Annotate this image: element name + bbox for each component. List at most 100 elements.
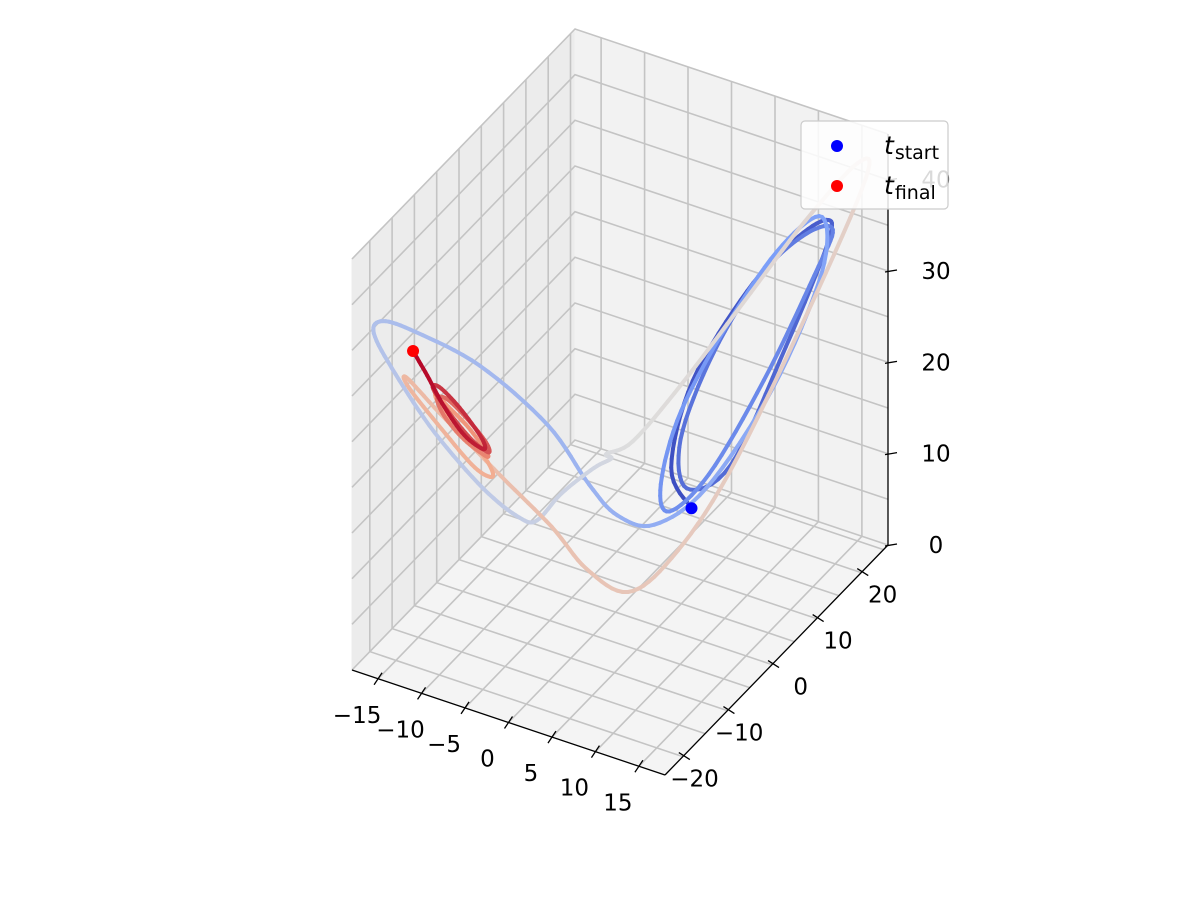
trajectory-segment: [717, 322, 730, 337]
x-tick-15: [634, 759, 644, 773]
trajectory-segment: [703, 499, 715, 516]
trajectory-segment: [712, 465, 725, 481]
grid-z-15: [351, 302, 889, 534]
legend-marker-start: [831, 140, 843, 152]
trajectory-segment: [696, 372, 706, 389]
grid-z-35: [351, 119, 889, 351]
x-tick-5: [547, 730, 557, 744]
trajectory-segment: [696, 361, 707, 378]
z-tick-label: 20: [921, 350, 950, 376]
trajectory-segment: [687, 395, 696, 412]
legend: tstart tfinal: [800, 120, 949, 210]
x-tick--15: [373, 672, 383, 686]
trajectory-segment: [770, 359, 782, 380]
trajectory-segment: [840, 216, 852, 238]
trajectory-segment: [796, 300, 807, 320]
trajectory-segment: [784, 330, 795, 349]
trajectory-segment: [789, 308, 800, 327]
trajectory-endpoints: [407, 344, 698, 515]
trajectory-segment: [782, 322, 794, 342]
trajectory-segment: [745, 415, 760, 440]
y-tick-20: [856, 568, 869, 577]
trajectory-segment: [816, 271, 824, 287]
y-tick-label: −20: [670, 767, 719, 793]
y-tick-label: 10: [823, 629, 852, 655]
trajectory-segment: [719, 441, 731, 458]
z-tick-label: 0: [929, 533, 944, 559]
trajectory-segment: [755, 378, 766, 395]
trajectory-segment: [729, 440, 743, 458]
x-tick-label: 10: [560, 776, 589, 802]
trajectory-segment: [766, 371, 781, 398]
z-tick-10: [884, 452, 898, 456]
trajectory-segment: [802, 283, 812, 300]
trajectory-segment: [724, 308, 736, 324]
trajectory-segment: [726, 454, 740, 476]
trajectory-segment: [726, 429, 738, 446]
trajectory-segment: [718, 471, 731, 491]
x-tick-label: −5: [427, 732, 461, 758]
trajectory-segment: [725, 311, 738, 326]
trajectory-segment: [696, 511, 708, 526]
x-tick--5: [460, 701, 470, 715]
trajectory-segment: [691, 384, 701, 400]
z-tick-30: [884, 269, 898, 273]
x-tick-0: [503, 716, 514, 729]
y-tick-10: [812, 614, 824, 623]
x-tick--10: [417, 686, 427, 700]
trajectory-segment: [738, 427, 751, 445]
trajectory-segment: [787, 328, 802, 354]
trajectory-segment: [740, 403, 753, 421]
trajectory-segment: [832, 233, 845, 257]
trajectory-segment: [761, 365, 773, 383]
trajectory-segment: [772, 248, 785, 263]
z-tick-label: 10: [921, 442, 950, 468]
trajectory-segment: [823, 252, 837, 276]
x-tick-label: −10: [376, 717, 425, 743]
trajectory-segment: [755, 393, 771, 420]
grid-z-40: [351, 73, 889, 306]
grid-lines: [351, 28, 889, 767]
y-tick-label: 20: [868, 583, 897, 609]
legend-label-start: tstart: [884, 131, 939, 164]
y-tick-0: [767, 660, 780, 669]
trajectory-segment: [764, 259, 777, 274]
trajectory-segment: [735, 435, 750, 459]
y-tick--10: [723, 706, 735, 715]
legend-marker-final: [831, 180, 843, 192]
trajectory-segment: [787, 228, 800, 243]
trajectory-segment: [693, 353, 706, 368]
x-tick-label: 0: [480, 747, 495, 773]
trajectory-segment: [696, 355, 707, 372]
trajectory-segment: [768, 351, 780, 370]
trajectory-segment: [733, 416, 745, 434]
trajectory-segment: [797, 309, 811, 333]
grid-z-30: [351, 165, 889, 397]
grid-z-10: [351, 347, 889, 580]
x-tick-label: 15: [603, 790, 632, 816]
grid-z-0: [351, 439, 889, 671]
grid-z-5: [351, 393, 889, 625]
trajectory-segment: [756, 269, 769, 285]
trajectory-segment: [796, 295, 807, 313]
y-tick-label: −10: [715, 721, 764, 747]
x-tick-10: [590, 745, 600, 759]
trajectory-segment: [775, 337, 787, 356]
grid-z-45: [351, 28, 889, 260]
start-point-marker: [685, 502, 698, 515]
trajectory-segment: [802, 286, 813, 305]
trajectory-segment: [703, 348, 714, 366]
trajectory-segment: [748, 280, 761, 295]
trajectory-segment: [720, 453, 734, 470]
trajectory-segment: [686, 363, 698, 378]
z-tick-20: [884, 360, 898, 364]
y-tick--20: [678, 752, 691, 761]
z-tick-0: [884, 543, 898, 547]
trajectory-segment: [684, 385, 694, 402]
trajectory-segment: [814, 271, 828, 295]
trajectory-segment: [733, 301, 745, 316]
trajectory-segment: [690, 367, 701, 383]
trajectory-segment: [780, 238, 792, 253]
y-axis-line: [664, 544, 889, 776]
